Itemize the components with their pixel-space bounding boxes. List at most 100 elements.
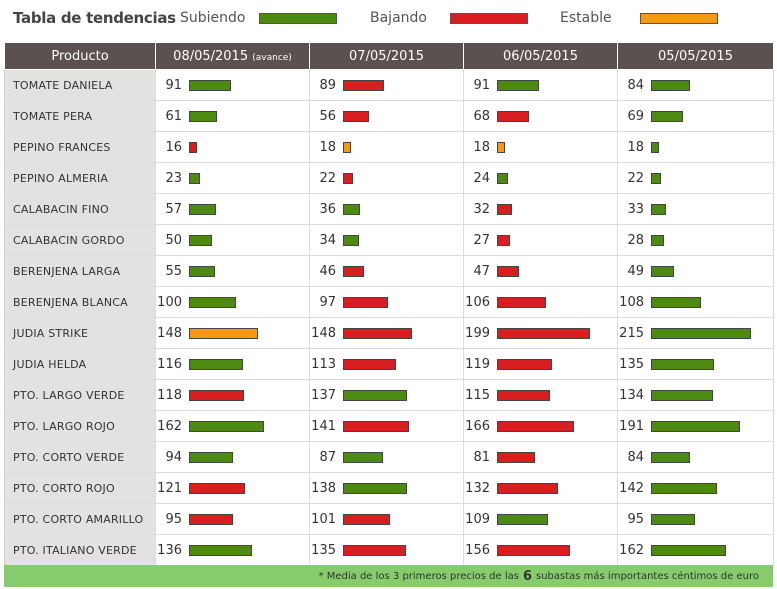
- trend-bar: [343, 110, 369, 122]
- value-label: 16: [165, 139, 182, 155]
- value-label: 32: [473, 201, 490, 217]
- value-label: 132: [465, 480, 490, 496]
- value-label: 34: [319, 232, 336, 248]
- value-cell: 116: [155, 348, 310, 380]
- value-cell: 162: [617, 534, 774, 566]
- value-cell: 68: [463, 100, 618, 132]
- trend-bar: [343, 482, 407, 494]
- value-cell: 136: [155, 534, 310, 566]
- trend-bar: [189, 420, 264, 432]
- value-label: 166: [465, 418, 490, 434]
- value-label: 101: [311, 511, 336, 527]
- value-label: 69: [627, 108, 644, 124]
- trend-bar: [343, 451, 383, 463]
- trend-bar: [651, 110, 683, 122]
- value-label: 27: [473, 232, 490, 248]
- trend-bar: [651, 358, 714, 370]
- trend-bar: [343, 141, 351, 153]
- value-label: 119: [465, 356, 490, 372]
- trend-bar: [497, 389, 550, 401]
- value-cell: 95: [155, 503, 310, 535]
- table-row: PTO. CORTO ROJO 121 138 132 142: [4, 472, 774, 504]
- value-label: 18: [319, 139, 336, 155]
- value-label: 61: [165, 108, 182, 124]
- value-label: 89: [319, 77, 336, 93]
- trend-bar: [343, 234, 359, 246]
- trend-bar: [189, 110, 217, 122]
- table-row: PTO. CORTO AMARILLO 95 101 109 95: [4, 503, 774, 535]
- table-row: PEPINO ALMERIA 23 22 24 22: [4, 162, 774, 194]
- table-row: TOMATE PERA 61 56 68 69: [4, 100, 774, 132]
- value-cell: 108: [617, 286, 774, 318]
- product-name: PTO. LARGO ROJO: [4, 410, 156, 442]
- value-cell: 166: [463, 410, 618, 442]
- value-cell: 100: [155, 286, 310, 318]
- value-label: 23: [165, 170, 182, 186]
- product-name: PTO. CORTO VERDE: [4, 441, 156, 473]
- value-cell: 95: [617, 503, 774, 535]
- value-label: 137: [311, 387, 336, 403]
- trend-bar: [651, 389, 713, 401]
- value-label: 113: [311, 356, 336, 372]
- value-cell: 97: [309, 286, 464, 318]
- trend-bar: [651, 234, 664, 246]
- trend-bar: [189, 358, 243, 370]
- table-row: PTO. LARGO VERDE 118 137 115 134: [4, 379, 774, 411]
- legend-swatch-down: [450, 13, 528, 24]
- value-cell: 135: [309, 534, 464, 566]
- trend-bar: [497, 327, 590, 339]
- value-cell: 113: [309, 348, 464, 380]
- value-label: 118: [157, 387, 182, 403]
- table-row: JUDIA STRIKE 148 148 199 215: [4, 317, 774, 349]
- value-label: 84: [627, 449, 644, 465]
- value-label: 91: [473, 77, 490, 93]
- value-cell: 87: [309, 441, 464, 473]
- product-name: JUDIA STRIKE: [4, 317, 156, 349]
- trend-bar: [343, 420, 409, 432]
- value-cell: 27: [463, 224, 618, 256]
- trend-bar: [343, 172, 353, 184]
- value-cell: 22: [309, 162, 464, 194]
- product-name: BERENJENA LARGA: [4, 255, 156, 287]
- trend-bar: [497, 79, 539, 91]
- trend-bar: [651, 265, 674, 277]
- value-cell: 46: [309, 255, 464, 287]
- trend-bar: [497, 420, 574, 432]
- value-cell: 156: [463, 534, 618, 566]
- value-cell: 119: [463, 348, 618, 380]
- value-label: 24: [473, 170, 490, 186]
- value-label: 22: [319, 170, 336, 186]
- value-label: 156: [465, 542, 490, 558]
- trend-bar: [343, 79, 384, 91]
- value-cell: 118: [155, 379, 310, 411]
- legend-swatch-up: [259, 13, 337, 24]
- value-cell: 135: [617, 348, 774, 380]
- value-label: 36: [319, 201, 336, 217]
- value-label: 94: [165, 449, 182, 465]
- table-row: PTO. ITALIANO VERDE 136 135 156 162: [4, 534, 774, 566]
- trend-bar: [189, 389, 244, 401]
- value-label: 95: [165, 511, 182, 527]
- trend-bar: [343, 544, 406, 556]
- product-name: JUDIA HELDA: [4, 348, 156, 380]
- value-cell: 49: [617, 255, 774, 287]
- product-name: CALABACIN GORDO: [4, 224, 156, 256]
- value-cell: 191: [617, 410, 774, 442]
- trend-bar: [497, 172, 508, 184]
- value-cell: 81: [463, 441, 618, 473]
- trend-bar: [497, 265, 519, 277]
- value-cell: 141: [309, 410, 464, 442]
- trend-bar: [651, 544, 726, 556]
- value-cell: 142: [617, 472, 774, 504]
- trend-bar: [189, 203, 216, 215]
- value-cell: 32: [463, 193, 618, 225]
- trend-bar: [497, 482, 558, 494]
- date-header: 08/05/2015 (avance): [155, 42, 310, 70]
- table-row: BERENJENA BLANCA 100 97 106 108: [4, 286, 774, 318]
- value-label: 106: [465, 294, 490, 310]
- footnote: * Media de los 3 primeros precios de las…: [4, 565, 773, 587]
- trend-bar: [189, 513, 233, 525]
- value-cell: 162: [155, 410, 310, 442]
- table-row: CALABACIN FINO 57 36 32 33: [4, 193, 774, 225]
- value-label: 121: [157, 480, 182, 496]
